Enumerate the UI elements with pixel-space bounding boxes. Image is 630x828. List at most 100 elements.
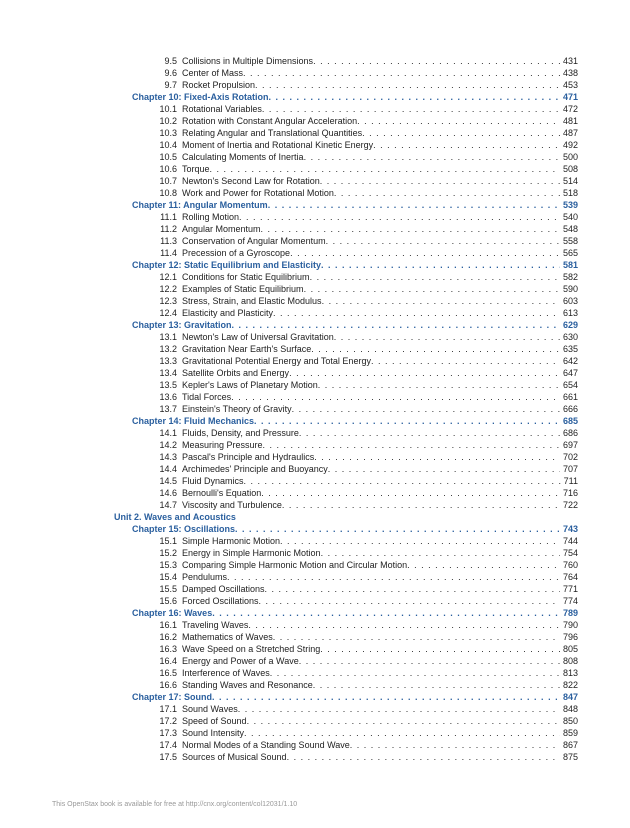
page-number: 518 <box>563 187 578 199</box>
page-number: 813 <box>563 667 578 679</box>
toc-section: 15.5Damped Oscillations 771 <box>52 583 578 595</box>
dot-leader <box>362 127 560 139</box>
page-number: 647 <box>563 367 578 379</box>
page-number: 760 <box>563 559 578 571</box>
page-number: 613 <box>563 307 578 319</box>
toc-section: 12.1Conditions for Static Equilibrium 58… <box>52 271 578 283</box>
dot-leader <box>320 643 560 655</box>
section-number: 13.2 <box>155 343 177 355</box>
page-number: 581 <box>563 259 578 271</box>
section-number: 9.7 <box>155 79 177 91</box>
section-title: Energy in Simple Harmonic Motion <box>182 547 321 559</box>
toc-section: 9.7Rocket Propulsion 453 <box>52 79 578 91</box>
page-number: 635 <box>563 343 578 355</box>
dot-leader <box>263 439 560 451</box>
section-number: 10.3 <box>155 127 177 139</box>
section-number: 14.4 <box>155 463 177 475</box>
unit-title: Unit 2. Waves and Acoustics <box>114 511 236 523</box>
page-number: 808 <box>563 655 578 667</box>
page-number: 438 <box>563 67 578 79</box>
dot-leader <box>244 475 561 487</box>
dot-leader <box>270 667 560 679</box>
section-title: Torque <box>182 163 210 175</box>
section-number: 14.7 <box>155 499 177 511</box>
section-number: 15.4 <box>155 571 177 583</box>
section-number: 12.4 <box>155 307 177 319</box>
page-number: 539 <box>563 199 578 211</box>
chapter-title[interactable]: Chapter 17: Sound <box>132 691 212 703</box>
section-number: 11.1 <box>155 211 177 223</box>
dot-leader <box>212 691 560 703</box>
section-number: 14.3 <box>155 451 177 463</box>
page-number: 859 <box>563 727 578 739</box>
toc-section: 11.3Conservation of Angular Momentum 558 <box>52 235 578 247</box>
page-number: 822 <box>563 679 578 691</box>
toc-section: 14.5Fluid Dynamics 711 <box>52 475 578 487</box>
dot-leader <box>407 559 560 571</box>
section-title: Elasticity and Plasticity <box>182 307 273 319</box>
dot-leader <box>265 583 560 595</box>
toc-chapter: Chapter 13: Gravitation 629 <box>52 319 578 331</box>
toc-section: 12.2Examples of Static Equilibrium 590 <box>52 283 578 295</box>
section-number: 10.7 <box>155 175 177 187</box>
chapter-title[interactable]: Chapter 11: Angular Momentum <box>132 199 268 211</box>
section-title: Fluid Dynamics <box>182 475 244 487</box>
section-title: Rotation with Constant Angular Accelerat… <box>182 115 357 127</box>
toc-section: 14.3Pascal's Principle and Hydraulics 70… <box>52 451 578 463</box>
section-title: Mathematics of Waves <box>182 631 273 643</box>
chapter-title[interactable]: Chapter 10: Fixed-Axis Rotation <box>132 91 269 103</box>
page-number: 789 <box>563 607 578 619</box>
section-number: 17.2 <box>155 715 177 727</box>
dot-leader <box>282 499 560 511</box>
page-number: 654 <box>563 379 578 391</box>
page-number: 630 <box>563 331 578 343</box>
dot-leader <box>299 655 560 667</box>
toc-section: 15.3Comparing Simple Harmonic Motion and… <box>52 559 578 571</box>
section-title: Kepler's Laws of Planetary Motion <box>182 379 318 391</box>
chapter-title[interactable]: Chapter 13: Gravitation <box>132 319 232 331</box>
chapter-title[interactable]: Chapter 15: Oscillations <box>132 523 235 535</box>
page-number: 796 <box>563 631 578 643</box>
page-number: 685 <box>563 415 578 427</box>
section-title: Pendulums <box>182 571 227 583</box>
toc-chapter: Chapter 10: Fixed-Axis Rotation 471 <box>52 91 578 103</box>
toc-section: 9.6Center of Mass 438 <box>52 67 578 79</box>
dot-leader <box>314 451 560 463</box>
toc-section: 12.4 Elasticity and Plasticity 613 <box>52 307 578 319</box>
toc-section: 14.7Viscosity and Turbulence 722 <box>52 499 578 511</box>
dot-leader <box>261 223 560 235</box>
page-number: 514 <box>563 175 578 187</box>
dot-leader <box>235 523 560 535</box>
page-number: 558 <box>563 235 578 247</box>
toc-section: 17.1Sound Waves 848 <box>52 703 578 715</box>
page-number: 666 <box>563 403 578 415</box>
section-title: Archimedes' Principle and Buoyancy <box>182 463 328 475</box>
dot-leader <box>326 235 560 247</box>
section-title: Collisions in Multiple Dimensions <box>182 55 313 67</box>
chapter-title[interactable]: Chapter 14: Fluid Mechanics <box>132 415 254 427</box>
section-title: Forced Oscillations <box>182 595 259 607</box>
section-title: Fluids, Density, and Pressure <box>182 427 299 439</box>
chapter-title[interactable]: Chapter 12: Static Equilibrium and Elast… <box>132 259 321 271</box>
toc-section: 10.8Work and Power for Rotational Motion… <box>52 187 578 199</box>
chapter-title[interactable]: Chapter 16: Waves <box>132 607 212 619</box>
section-number: 10.1 <box>155 103 177 115</box>
dot-leader <box>313 55 560 67</box>
dot-leader <box>321 547 560 559</box>
section-title: Moment of Inertia and Rotational Kinetic… <box>182 139 373 151</box>
section-title: Sound Intensity <box>182 727 244 739</box>
section-title: Wave Speed on a Stretched String <box>182 643 320 655</box>
section-title: Measuring Pressure <box>182 439 263 451</box>
toc-section: 16.4Energy and Power of a Wave 808 <box>52 655 578 667</box>
section-title: Einstein's Theory of Gravity <box>182 403 292 415</box>
section-title: Gravitation Near Earth's Surface <box>182 343 311 355</box>
page-number: 629 <box>563 319 578 331</box>
toc-page: 9.5Collisions in Multiple Dimensions 431… <box>0 0 630 828</box>
toc-unit: Unit 2. Waves and Acoustics <box>52 511 578 523</box>
section-number: 17.5 <box>155 751 177 763</box>
page-number: 716 <box>563 487 578 499</box>
section-title: Calculating Moments of Inertia <box>182 151 304 163</box>
toc-section: 10.1Rotational Variables 472 <box>52 103 578 115</box>
dot-leader <box>268 199 560 211</box>
section-number: 13.1 <box>155 331 177 343</box>
